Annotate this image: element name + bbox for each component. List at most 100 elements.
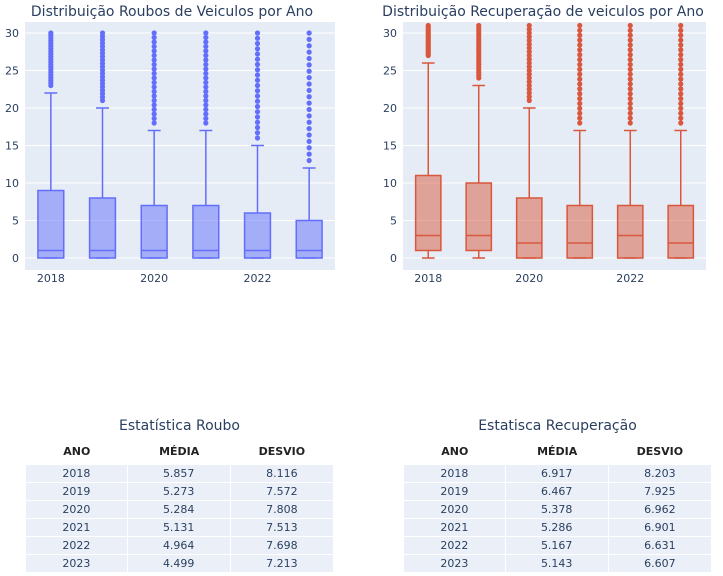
outlier-point xyxy=(627,76,633,82)
outlier-point xyxy=(526,30,532,36)
chart-title: Distribuição Roubos de Veiculos por Ano xyxy=(31,4,313,20)
y-tick-label: 20 xyxy=(5,102,19,115)
box-2020 xyxy=(515,197,543,259)
outlier-point xyxy=(203,39,209,45)
box-2018 xyxy=(37,189,65,259)
cell-media: 5.167 xyxy=(505,537,609,555)
outlier-point xyxy=(627,37,633,43)
cell-ano: 2022 xyxy=(26,537,128,555)
table-row: 2023 4.499 7.213 xyxy=(26,555,333,573)
box-2020 xyxy=(140,204,168,259)
table-title-roubo: Estatística Roubo xyxy=(119,418,240,434)
outlier-point xyxy=(678,52,684,58)
cell-media: 5.857 xyxy=(127,465,231,483)
outlier-point xyxy=(306,126,312,132)
outlier-point xyxy=(627,42,633,48)
outlier-point xyxy=(254,40,261,47)
outlier-point xyxy=(678,115,684,121)
cell-desvio: 8.116 xyxy=(230,465,333,483)
outlier-point xyxy=(151,93,157,99)
outlier-point xyxy=(526,60,532,66)
y-tick-label: 5 xyxy=(12,215,19,228)
table-row: 2018 6.917 8.203 xyxy=(404,465,711,483)
outlier-point xyxy=(254,56,261,62)
outlier-point xyxy=(203,61,209,68)
outlier-point xyxy=(627,100,633,107)
cell-ano: 2020 xyxy=(26,501,128,519)
outlier-point xyxy=(151,43,157,50)
x-tick-label: 2022 xyxy=(616,272,644,285)
outlier-point xyxy=(254,35,261,41)
outlier-point xyxy=(254,93,261,99)
outlier-point xyxy=(203,70,209,77)
outlier-point xyxy=(306,87,312,93)
outlier-point xyxy=(203,34,209,41)
outlier-point xyxy=(577,71,583,77)
y-tick-label: 0 xyxy=(12,252,19,265)
outlier-point xyxy=(203,48,209,54)
outlier-point xyxy=(151,57,157,63)
table-row: 2021 5.286 6.901 xyxy=(404,519,711,537)
x-tick-label: 2022 xyxy=(244,272,272,285)
outlier-point xyxy=(678,22,684,29)
outlier-point xyxy=(203,66,209,72)
outlier-point xyxy=(476,22,482,29)
y-tick-label: 20 xyxy=(383,102,397,115)
cell-ano: 2021 xyxy=(26,519,128,537)
outlier-point xyxy=(151,66,157,72)
outlier-point xyxy=(526,94,532,100)
outlier-point xyxy=(306,68,312,74)
outlier-point xyxy=(627,57,633,63)
outlier-point xyxy=(254,46,261,52)
outlier-point xyxy=(306,119,312,125)
outlier-point xyxy=(151,102,157,108)
outlier-point xyxy=(254,72,261,78)
outlier-point xyxy=(526,67,532,74)
outlier-point xyxy=(526,86,532,92)
cell-media: 5.273 xyxy=(127,483,231,501)
outlier-point xyxy=(526,49,532,55)
cell-media: 5.284 xyxy=(127,501,231,519)
outlier-point xyxy=(151,75,157,81)
box-2022 xyxy=(616,204,644,259)
outlier-point xyxy=(203,43,209,50)
cell-ano: 2019 xyxy=(404,483,506,501)
outlier-point xyxy=(526,82,532,89)
outlier-point xyxy=(678,37,684,43)
y-tick-label: 30 xyxy=(383,27,397,40)
outlier-point xyxy=(678,42,684,48)
outlier-point xyxy=(627,22,633,29)
cell-desvio: 7.698 xyxy=(230,537,333,555)
outlier-point xyxy=(526,71,532,77)
outlier-point xyxy=(627,81,633,87)
outlier-point xyxy=(306,75,312,81)
outlier-point xyxy=(526,56,532,62)
outlier-point xyxy=(678,91,684,97)
outlier-point xyxy=(678,27,684,33)
outlier-point xyxy=(577,52,583,58)
outlier-point xyxy=(678,76,684,82)
outlier-point xyxy=(526,79,532,85)
y-tick-label: 25 xyxy=(383,65,397,78)
outlier-point xyxy=(151,79,157,86)
y-tick-label: 10 xyxy=(5,177,19,190)
outlier-point xyxy=(577,120,583,126)
y-tick-label: 10 xyxy=(383,177,397,190)
outlier-point xyxy=(526,34,532,40)
outlier-point xyxy=(627,86,633,92)
outlier-point xyxy=(577,110,583,116)
outlier-point xyxy=(306,81,312,87)
outlier-point xyxy=(203,102,209,108)
outlier-point xyxy=(577,37,583,43)
outlier-point xyxy=(627,32,633,38)
outlier-point xyxy=(151,106,157,113)
outlier-point xyxy=(577,81,583,87)
outlier-point xyxy=(627,61,633,68)
outlier-point xyxy=(627,115,633,121)
outlier-point xyxy=(678,120,684,126)
cell-desvio: 6.607 xyxy=(608,555,711,573)
outlier-point xyxy=(678,71,684,77)
cell-desvio: 6.962 xyxy=(608,501,711,519)
outlier-point xyxy=(306,132,312,138)
outlier-point xyxy=(577,76,583,82)
